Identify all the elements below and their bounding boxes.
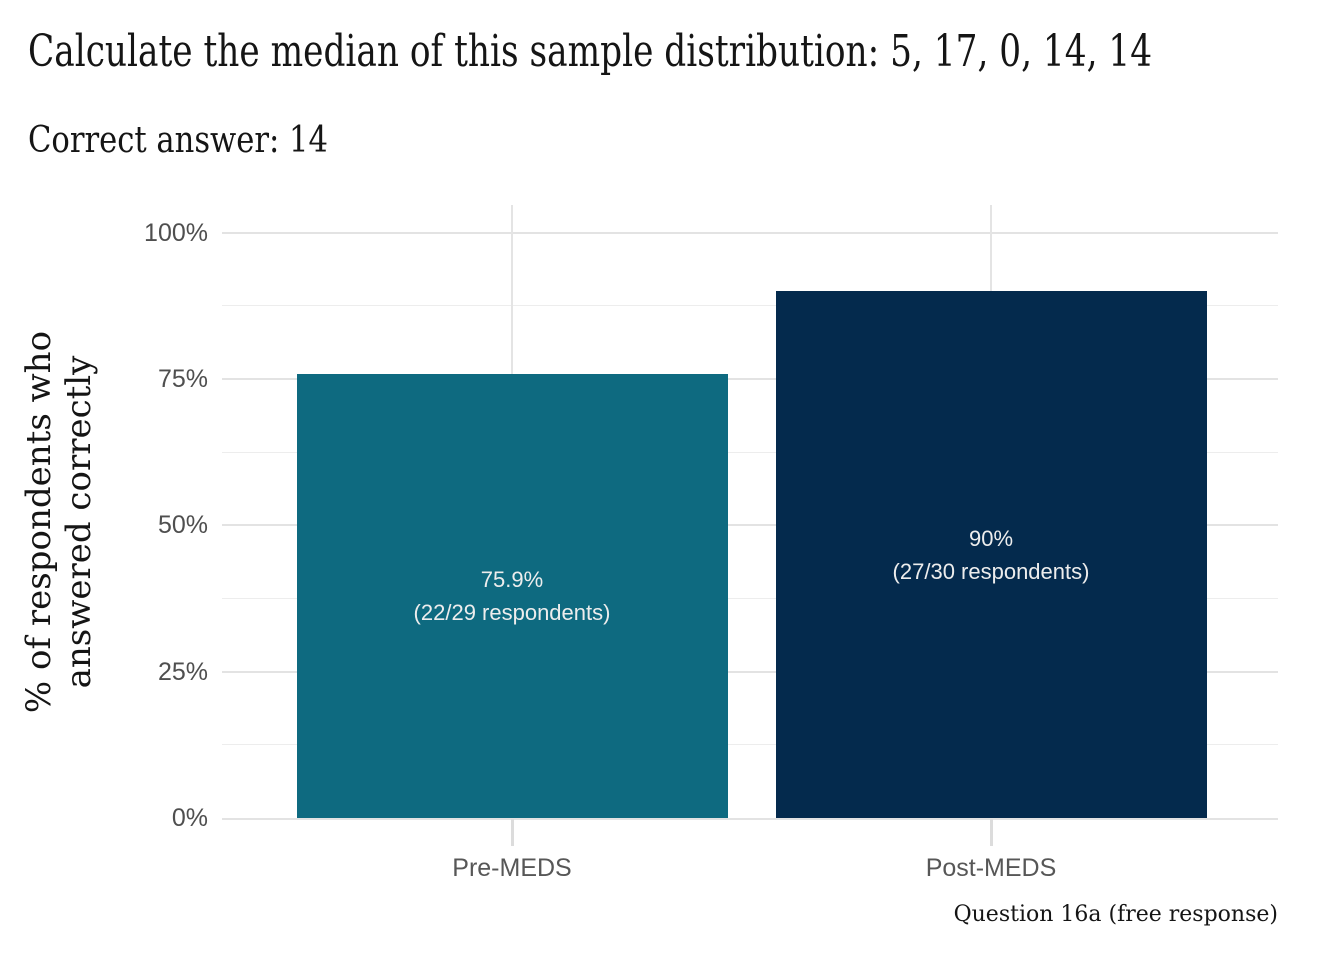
correct-answer-subtitle: Correct answer: 14: [28, 120, 328, 161]
x-category-label: Post-MEDS: [925, 854, 1057, 882]
minor-gridline: [222, 305, 1278, 307]
y-axis-title-line-1: % of respondents who: [19, 330, 59, 714]
minor-gridline: [222, 451, 1278, 453]
y-tick-label: 50%: [157, 511, 208, 540]
major-gridline: [222, 818, 1278, 820]
y-tick-label: 75%: [157, 364, 208, 393]
y-tick-label: 25%: [157, 657, 208, 686]
bar-value-label: 75.9% (22/29 respondents): [297, 563, 728, 629]
chart-question-title: Calculate the median of this sample dist…: [28, 26, 1153, 77]
major-gridline: [222, 670, 1278, 673]
y-axis-title: % of respondents who answered correctly: [19, 142, 103, 902]
bar-label-percent: 75.9%: [480, 566, 544, 592]
bar-label-respondents: (22/29 respondents): [413, 599, 611, 625]
x-tick-mark: [989, 819, 993, 846]
bar-label-respondents: (27/30 respondents): [892, 558, 1090, 584]
major-gridline: [222, 377, 1278, 380]
y-tick-label: 100%: [144, 218, 208, 247]
plot-panel: 75.9% (22/29 respondents) 90% (27/30 respon…: [222, 205, 1278, 820]
minor-gridline: [222, 744, 1278, 746]
bar-post-meds: 90% (27/30 respondents): [775, 291, 1207, 818]
y-tick-label: 0%: [171, 804, 208, 832]
bar-value-label: 90% (27/30 respondents): [776, 522, 1207, 588]
bar-pre-meds: 75.9% (22/29 respondents): [296, 373, 728, 818]
major-gridline: [222, 231, 1278, 234]
minor-gridline: [222, 597, 1278, 599]
bar-label-percent: 90%: [968, 525, 1014, 551]
major-gridline: [222, 524, 1278, 527]
chart-caption: Question 16a (free response): [953, 902, 1278, 927]
x-tick-mark: [510, 819, 514, 846]
x-category-label: Pre-MEDS: [452, 854, 572, 882]
y-axis-title-line-2: answered correctly: [59, 355, 99, 689]
